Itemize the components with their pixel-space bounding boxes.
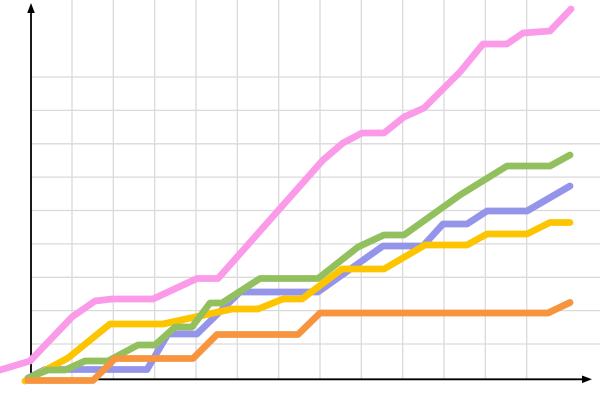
series-blue-line	[24, 182, 574, 382]
axes	[27, 3, 592, 384]
series-yellow-line	[21, 219, 574, 385]
series-green-line	[24, 151, 574, 382]
series-orange-line	[24, 299, 574, 384]
data-series	[0, 5, 575, 385]
grid-lines	[31, 0, 600, 380]
series-pink-line	[0, 5, 575, 374]
y-axis-arrowhead-icon	[27, 3, 35, 13]
x-axis-arrowhead-icon	[582, 375, 592, 384]
